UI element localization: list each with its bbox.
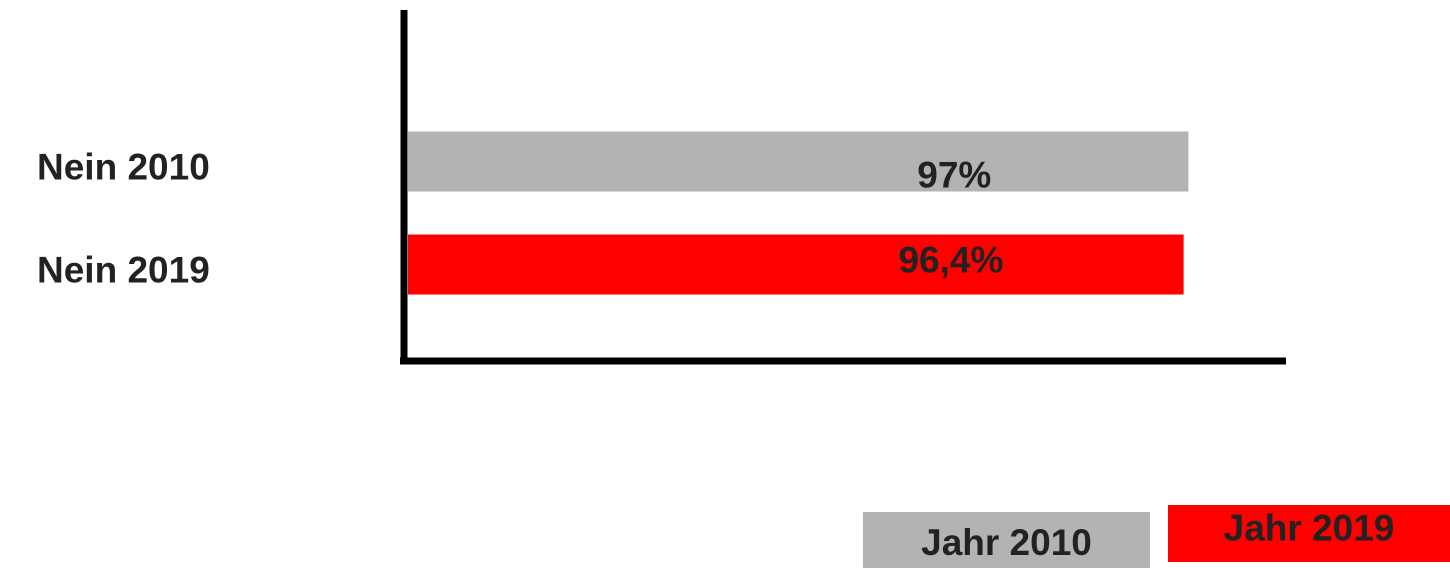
y-tick-label: Nein 2010 bbox=[37, 146, 210, 187]
value-label: 97% bbox=[917, 154, 991, 195]
legend-label: Jahr 2019 bbox=[1224, 507, 1395, 548]
legend-swatch bbox=[1168, 505, 1450, 562]
y-tick-label: Nein 2019 bbox=[37, 249, 210, 290]
bar bbox=[408, 234, 1184, 295]
bar bbox=[408, 131, 1189, 192]
value-label: 96,4% bbox=[898, 239, 1003, 280]
legend-swatch bbox=[863, 512, 1150, 568]
legend-label: Jahr 2010 bbox=[921, 522, 1092, 563]
